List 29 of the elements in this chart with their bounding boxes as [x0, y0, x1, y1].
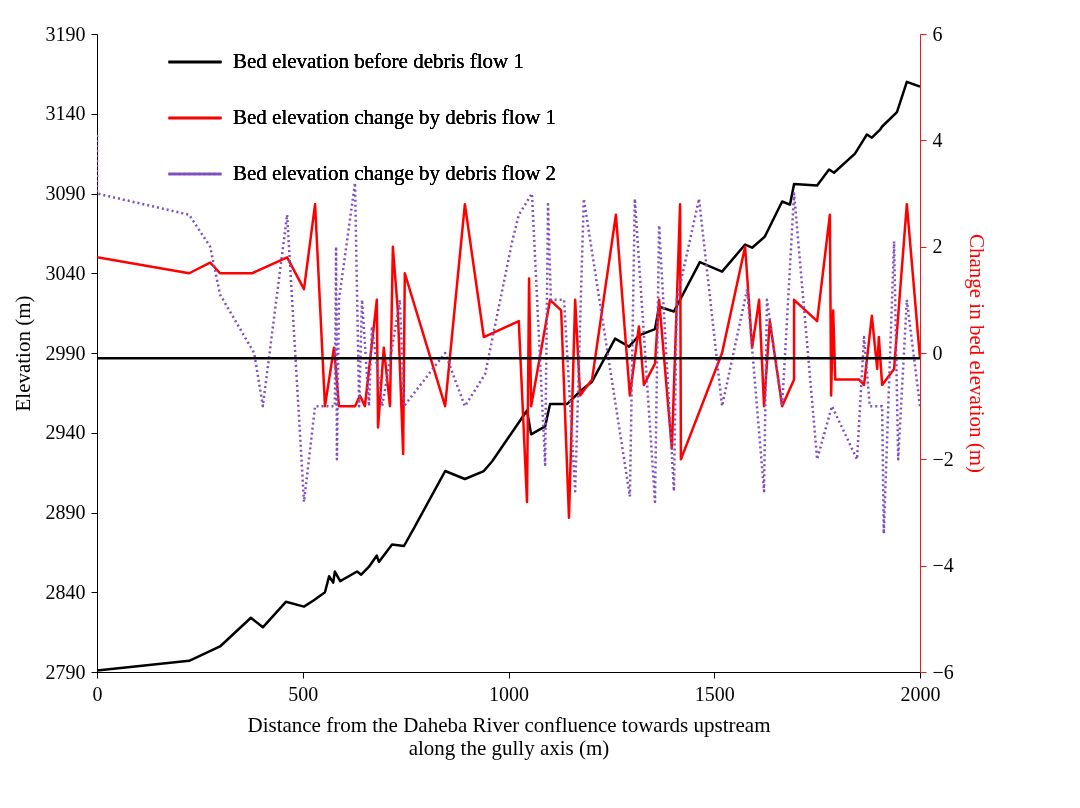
legend-label: Bed elevation before debris flow 1 — [233, 49, 524, 73]
y2-tick-label: 6 — [932, 22, 943, 45]
y-tick-label: 2940 — [45, 421, 86, 444]
x-axis-title: Distance from the Daheba River confluence towards upstream along the gully axis (m) — [247, 712, 771, 760]
x-tick-label: 1500 — [694, 682, 735, 705]
legend-label: Bed elevation change by debris flow 1 — [233, 105, 557, 129]
x-tick-label: 1000 — [489, 682, 529, 705]
x-tick-label: 2000 — [900, 682, 941, 705]
y-tick-label: 3090 — [45, 182, 86, 204]
y2-tick-label: −6 — [932, 660, 954, 683]
y-tick-label: 2990 — [45, 341, 86, 364]
y2-tick-label: 2 — [932, 235, 943, 258]
y-axis-title: Elevation (m) — [10, 295, 35, 412]
y-tick-label: 3190 — [45, 22, 86, 45]
y-tick-label: 2790 — [45, 660, 86, 683]
y2-tick-label: 4 — [932, 128, 943, 151]
y2-tick-label: −2 — [932, 447, 954, 470]
line-series — [97, 202, 920, 520]
y-tick-label: 2890 — [45, 501, 86, 523]
y-tick-label: 3040 — [45, 261, 86, 284]
y2-tick-label: −4 — [932, 554, 954, 577]
x-tick-label: 500 — [288, 682, 319, 705]
y2-axis-title: Change in bed elevation (m) — [964, 233, 989, 474]
legend-label: Bed elevation change by debris flow 2 — [233, 161, 557, 185]
y-tick-label: 2840 — [45, 580, 86, 603]
y2-tick-label: 0 — [932, 341, 943, 364]
y-tick-label: 3140 — [45, 102, 86, 125]
x-tick-label: 0 — [92, 682, 103, 705]
line-series — [97, 133, 920, 536]
